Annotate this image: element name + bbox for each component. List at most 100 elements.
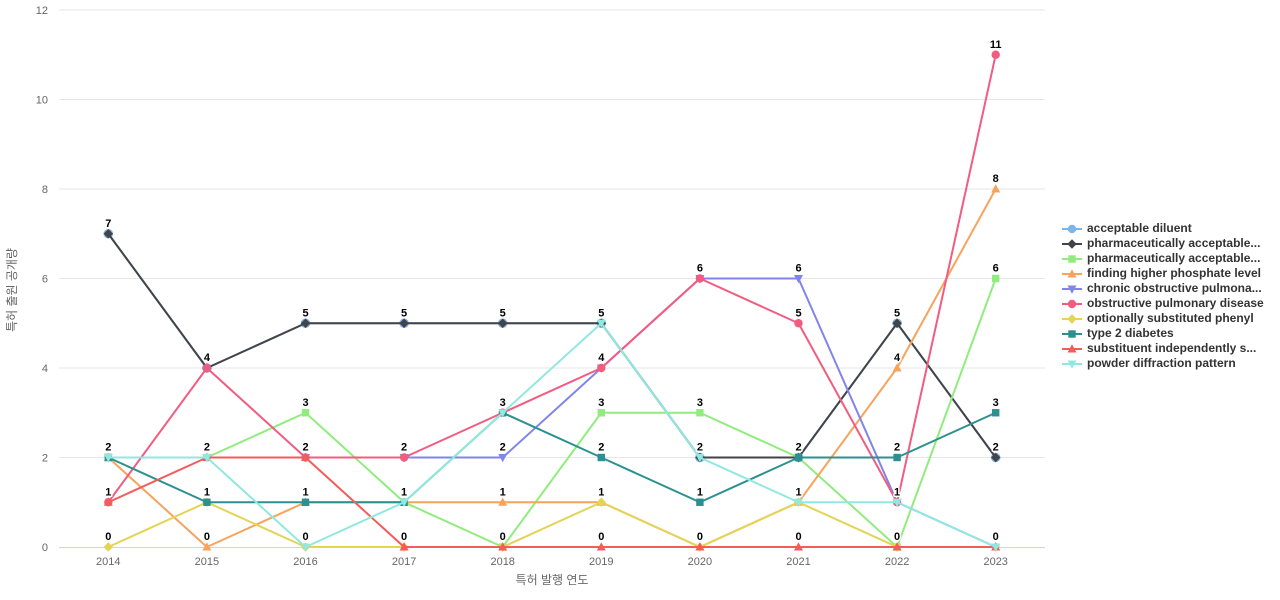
data-label: 0: [697, 531, 703, 543]
legend-triangle-down-icon: [1062, 285, 1082, 294]
marker[interactable]: [991, 452, 1001, 463]
legend-item-label: acceptable diluent: [1087, 221, 1192, 235]
data-label: 4: [598, 352, 605, 364]
marker[interactable]: [399, 542, 409, 551]
legend-diamond-icon: [1062, 313, 1082, 324]
legend: acceptable diluent pharmaceutically accep…: [1062, 221, 1264, 371]
marker[interactable]: [202, 542, 212, 551]
marker: [1067, 268, 1077, 277]
data-label: 5: [401, 307, 407, 319]
marker[interactable]: [596, 319, 606, 328]
legend-item-4[interactable]: chronic obstructive pulmona...: [1062, 281, 1264, 296]
marker[interactable]: [498, 497, 508, 506]
marker: [1067, 224, 1077, 233]
legend-item-7[interactable]: type 2 diabetes: [1062, 326, 1264, 341]
legend-item-8[interactable]: substituent independently s...: [1062, 341, 1264, 356]
marker[interactable]: [695, 542, 705, 551]
marker[interactable]: [498, 454, 508, 463]
data-label: 0: [302, 531, 308, 543]
marker[interactable]: [202, 454, 212, 463]
marker[interactable]: [399, 318, 409, 328]
series-line-9: [107, 322, 997, 548]
data-label: 2: [993, 442, 999, 454]
marker[interactable]: [301, 543, 310, 552]
marker[interactable]: [597, 409, 605, 417]
data-label: 4: [204, 352, 211, 364]
legend-item-label: substituent independently s...: [1087, 341, 1257, 355]
marker[interactable]: [103, 542, 113, 552]
marker: [1067, 360, 1077, 369]
legend-item-label: chronic obstructive pulmona...: [1087, 281, 1262, 295]
marker[interactable]: [991, 543, 1001, 552]
y-tick-label: 2: [42, 453, 48, 465]
legend-item-2[interactable]: pharmaceutically acceptable...: [1062, 251, 1264, 266]
marker: [1067, 285, 1077, 294]
data-label: 3: [302, 397, 308, 409]
legend-item-0[interactable]: acceptable diluent: [1062, 221, 1264, 236]
marker[interactable]: [203, 498, 211, 506]
legend-item-label: optionally substituted phenyl: [1087, 311, 1254, 325]
marker[interactable]: [202, 363, 212, 373]
marker[interactable]: [794, 275, 803, 284]
legend-item-label: type 2 diabetes: [1087, 326, 1174, 340]
marker[interactable]: [498, 409, 508, 418]
legend-item-1[interactable]: pharmaceutically acceptable...: [1062, 236, 1264, 251]
data-label: 0: [598, 531, 604, 543]
marker[interactable]: [696, 498, 704, 506]
marker[interactable]: [498, 318, 508, 328]
data-label: 5: [500, 307, 506, 319]
marker[interactable]: [103, 454, 113, 463]
legend-triangle-icon: [1062, 268, 1082, 277]
x-tick-label: 2023: [983, 556, 1007, 568]
legend-item-6[interactable]: optionally substituted phenyl: [1062, 311, 1264, 326]
marker[interactable]: [399, 453, 409, 462]
marker[interactable]: [103, 497, 113, 506]
data-label: 2: [500, 442, 506, 454]
legend-item-label: finding higher phosphate level: [1087, 266, 1262, 280]
data-label: 1: [105, 486, 111, 498]
marker[interactable]: [498, 542, 508, 551]
marker[interactable]: [596, 542, 606, 551]
marker[interactable]: [301, 452, 310, 461]
marker[interactable]: [992, 274, 1000, 283]
data-label: 1: [598, 486, 604, 498]
marker[interactable]: [695, 454, 705, 463]
marker[interactable]: [892, 542, 902, 551]
marker[interactable]: [992, 409, 1000, 417]
marker[interactable]: [695, 274, 705, 283]
data-label: 2: [598, 442, 604, 454]
marker[interactable]: [794, 453, 803, 462]
marker[interactable]: [399, 498, 409, 507]
marker[interactable]: [794, 542, 803, 551]
marker[interactable]: [597, 453, 605, 462]
x-tick-label: 2016: [293, 556, 317, 568]
marker[interactable]: [991, 50, 1000, 59]
marker[interactable]: [794, 498, 803, 507]
marker[interactable]: [696, 409, 704, 417]
marker[interactable]: [892, 318, 902, 328]
marker[interactable]: [893, 453, 901, 462]
data-label: 8: [993, 173, 999, 185]
marker[interactable]: [300, 318, 311, 328]
marker[interactable]: [103, 229, 113, 239]
marker[interactable]: [794, 319, 803, 328]
x-axis-title: 특허 발행 연도: [516, 572, 589, 587]
y-tick-label: 0: [42, 542, 48, 554]
marker[interactable]: [596, 497, 606, 507]
marker[interactable]: [301, 498, 310, 506]
marker[interactable]: [892, 498, 902, 507]
marker[interactable]: [301, 409, 310, 417]
marker[interactable]: [597, 363, 606, 373]
marker[interactable]: [892, 363, 902, 372]
data-label: 3: [598, 397, 604, 409]
legend-item-3[interactable]: finding higher phosphate level: [1062, 266, 1264, 281]
y-tick-label: 8: [42, 184, 48, 196]
data-label: 2: [894, 442, 900, 454]
legend-item-9[interactable]: powder diffraction pattern: [1062, 356, 1264, 371]
legend-item-5[interactable]: obstructive pulmonary disease: [1062, 296, 1264, 311]
marker[interactable]: [991, 184, 1001, 193]
data-label: 1: [795, 486, 801, 498]
data-label: 6: [795, 263, 801, 275]
data-label: 5: [302, 307, 308, 319]
